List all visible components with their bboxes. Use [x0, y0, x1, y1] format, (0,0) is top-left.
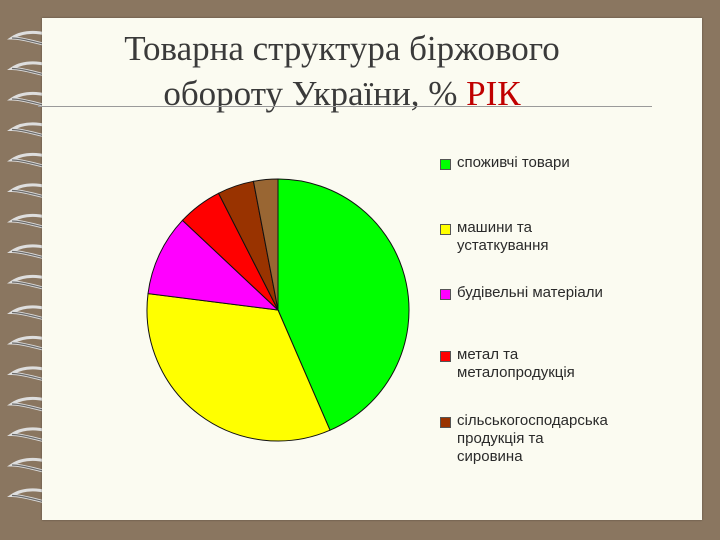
title-line-1: Товарна структура біржового — [124, 29, 560, 68]
legend-swatch — [440, 289, 451, 300]
pie-slice-3 — [147, 219, 280, 311]
legend-item: машини та устаткування — [440, 219, 548, 255]
legend-item: метал та металопродукція — [440, 346, 575, 382]
pie-slice-1 — [277, 178, 410, 431]
legend-item: споживчі товари — [440, 154, 570, 172]
legend-swatch — [440, 417, 451, 428]
pie-slice-2 — [146, 293, 331, 442]
legend-label: сільськогосподарська продукція та сирови… — [457, 412, 608, 465]
title-divider — [38, 106, 652, 107]
legend-label: метал та металопродукція — [457, 346, 575, 381]
legend-item: сільськогосподарська продукція та сирови… — [440, 412, 608, 466]
legend-swatch — [440, 224, 451, 235]
legend-label: споживчі товари — [457, 154, 570, 171]
legend-label: будівельні матеріали — [457, 284, 603, 301]
pie-slice-6 — [252, 178, 279, 311]
legend-swatch — [440, 351, 451, 362]
legend-swatch — [440, 159, 451, 170]
legend-item: будівельні матеріали — [440, 284, 603, 302]
legend-label: машини та устаткування — [457, 219, 549, 254]
